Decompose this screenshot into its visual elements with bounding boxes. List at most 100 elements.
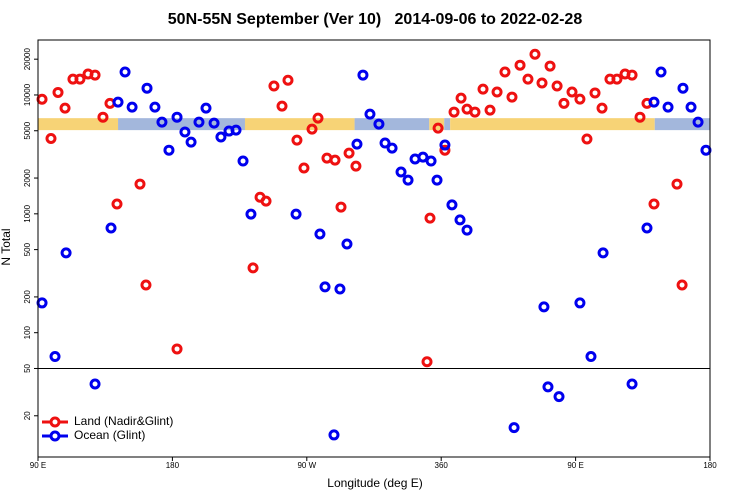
data-point bbox=[140, 279, 152, 291]
data-point bbox=[52, 86, 64, 98]
data-point bbox=[626, 378, 638, 390]
data-point bbox=[343, 147, 355, 159]
data-point bbox=[424, 212, 436, 224]
data-point bbox=[60, 247, 72, 259]
data-point bbox=[314, 228, 326, 240]
data-point bbox=[134, 178, 146, 190]
data-point bbox=[417, 151, 429, 163]
data-point bbox=[566, 86, 578, 98]
data-point bbox=[230, 124, 242, 136]
data-point bbox=[484, 104, 496, 116]
glint-band bbox=[450, 118, 655, 131]
data-point bbox=[542, 381, 554, 393]
data-point bbox=[341, 238, 353, 250]
glint-band bbox=[38, 118, 119, 131]
legend-label: Ocean (Glint) bbox=[74, 428, 145, 442]
glint-band bbox=[654, 118, 710, 131]
data-point bbox=[141, 82, 153, 94]
data-point bbox=[126, 101, 138, 113]
data-point bbox=[237, 155, 249, 167]
data-point bbox=[431, 174, 443, 186]
glint-band bbox=[444, 118, 451, 131]
legend-label: Land (Nadir&Glint) bbox=[74, 414, 173, 428]
data-point bbox=[662, 101, 674, 113]
y-tick-label: 2000 bbox=[23, 169, 32, 187]
data-point bbox=[149, 101, 161, 113]
data-point bbox=[655, 66, 667, 78]
data-point bbox=[245, 208, 257, 220]
x-tick-label: 90 E bbox=[30, 461, 46, 470]
data-point bbox=[97, 111, 109, 123]
glint-band bbox=[244, 118, 355, 131]
data-point bbox=[74, 73, 86, 85]
glint-band bbox=[354, 118, 430, 131]
data-point bbox=[574, 297, 586, 309]
data-point bbox=[671, 178, 683, 190]
data-point bbox=[282, 74, 294, 86]
data-point bbox=[290, 208, 302, 220]
data-point bbox=[395, 166, 407, 178]
y-tick-label: 500 bbox=[23, 242, 32, 256]
data-point bbox=[634, 111, 646, 123]
data-point bbox=[508, 422, 520, 434]
x-tick-label: 90 W bbox=[297, 461, 316, 470]
data-point bbox=[163, 144, 175, 156]
y-tick-label: 20 bbox=[23, 411, 32, 420]
data-point bbox=[574, 93, 586, 105]
data-point bbox=[551, 80, 563, 92]
data-point bbox=[351, 138, 363, 150]
data-point bbox=[105, 222, 117, 234]
data-point bbox=[185, 136, 197, 148]
data-point bbox=[553, 391, 565, 403]
data-point bbox=[469, 106, 481, 118]
data-point bbox=[425, 155, 437, 167]
data-point bbox=[700, 144, 712, 156]
data-point bbox=[611, 73, 623, 85]
data-point bbox=[193, 116, 205, 128]
data-point bbox=[421, 356, 433, 368]
data-point bbox=[319, 281, 331, 293]
data-point bbox=[357, 69, 369, 81]
data-point bbox=[448, 106, 460, 118]
data-point bbox=[454, 214, 466, 226]
data-point bbox=[329, 154, 341, 166]
y-tick-label: 5000 bbox=[23, 121, 32, 139]
data-point bbox=[373, 118, 385, 130]
data-point bbox=[597, 247, 609, 259]
data-point bbox=[455, 92, 467, 104]
data-point bbox=[379, 137, 391, 149]
data-point bbox=[506, 91, 518, 103]
data-point bbox=[291, 134, 303, 146]
data-point bbox=[89, 378, 101, 390]
data-point bbox=[446, 199, 458, 211]
data-point bbox=[648, 198, 660, 210]
data-point bbox=[200, 102, 212, 114]
data-point bbox=[432, 122, 444, 134]
x-tick-label: 360 bbox=[435, 461, 449, 470]
y-tick-label: 50 bbox=[23, 363, 32, 372]
y-tick-label: 200 bbox=[23, 290, 32, 304]
data-point bbox=[350, 160, 362, 172]
data-point bbox=[685, 101, 697, 113]
data-point bbox=[461, 224, 473, 236]
data-point bbox=[111, 198, 123, 210]
data-point bbox=[328, 429, 340, 441]
data-point bbox=[439, 139, 451, 151]
data-point bbox=[676, 279, 688, 291]
data-point bbox=[89, 69, 101, 81]
data-point bbox=[208, 117, 220, 129]
data-point bbox=[156, 116, 168, 128]
data-point bbox=[677, 82, 689, 94]
data-point bbox=[36, 297, 48, 309]
y-tick-label: 100 bbox=[23, 325, 32, 339]
data-point bbox=[536, 77, 548, 89]
data-point bbox=[589, 87, 601, 99]
data-point bbox=[585, 351, 597, 363]
data-point bbox=[334, 283, 346, 295]
data-point bbox=[544, 60, 556, 72]
data-point bbox=[692, 116, 704, 128]
data-point bbox=[49, 351, 61, 363]
y-axis-label: N Total bbox=[0, 228, 13, 265]
x-tick-label: 90 E bbox=[567, 461, 583, 470]
